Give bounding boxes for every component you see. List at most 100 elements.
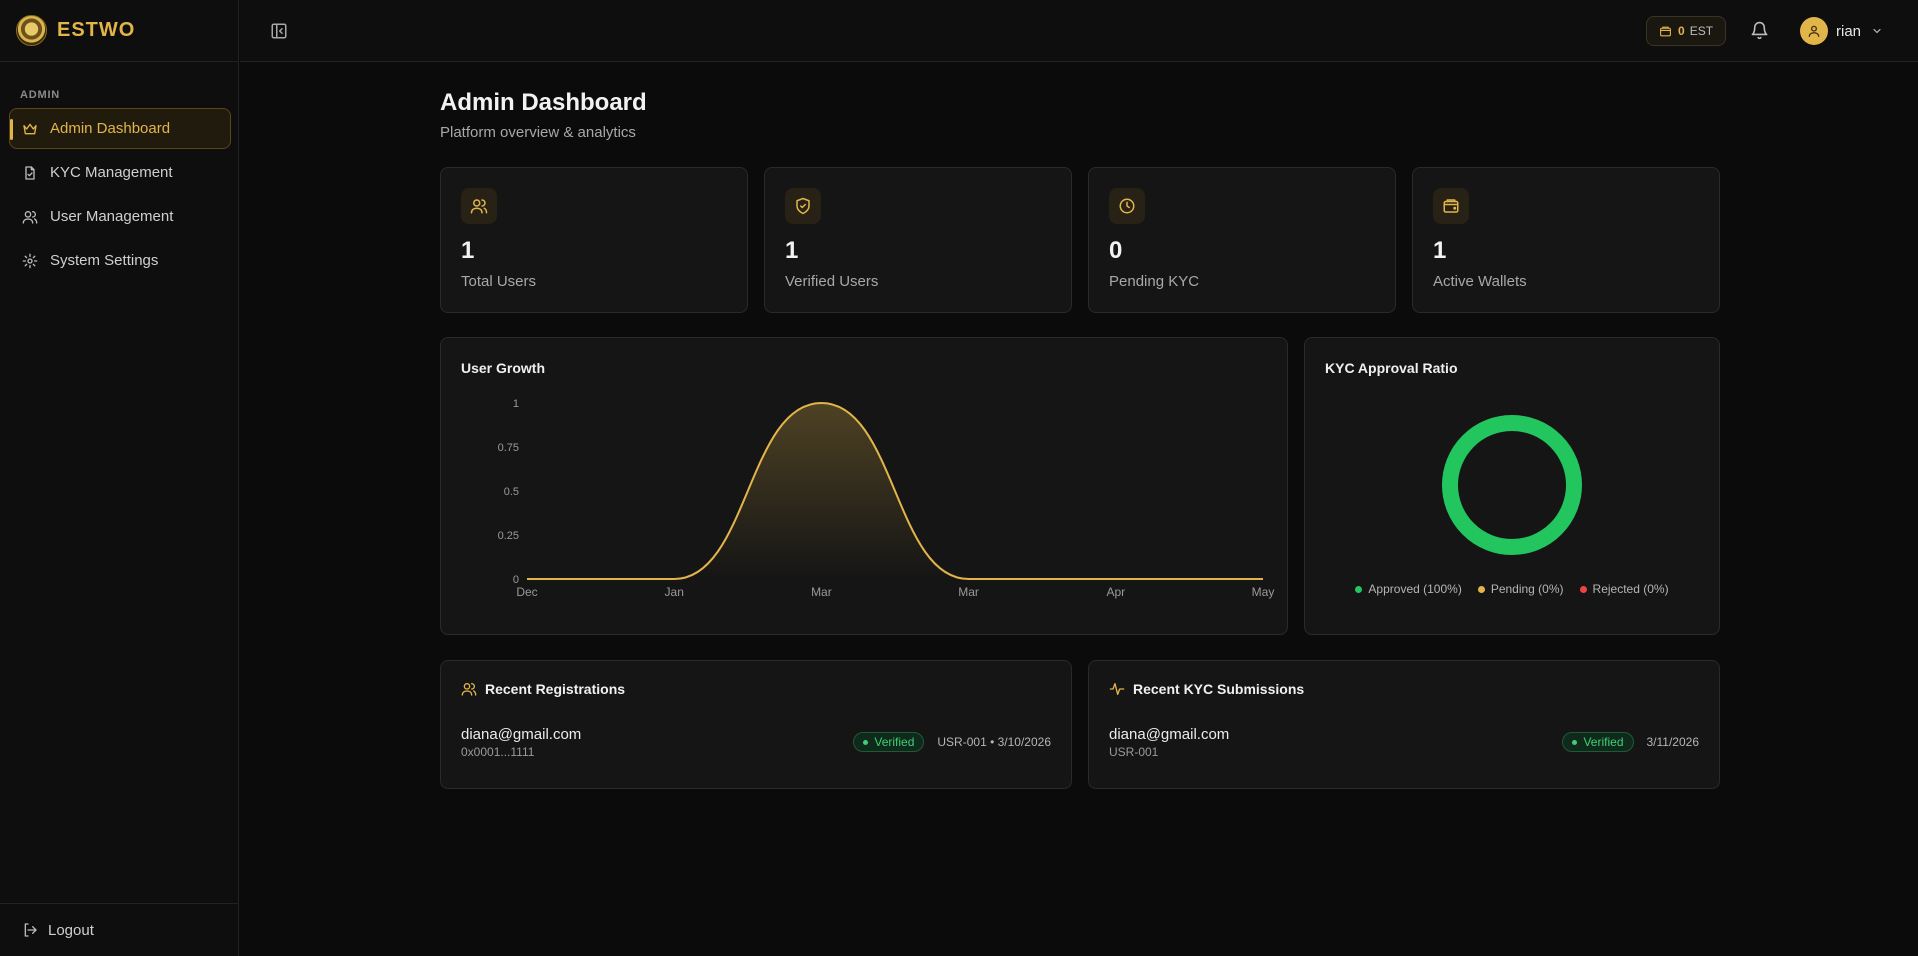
brand-logo-icon [16, 15, 47, 46]
wallet-icon [1660, 26, 1671, 36]
sidebar-item-label: KYC Management [50, 164, 173, 181]
stat-value: 0 [1109, 237, 1123, 264]
x-tick-label: May [1252, 585, 1275, 599]
logout-label: Logout [48, 921, 94, 939]
stat-label: Active Wallets [1433, 273, 1527, 290]
legend-item-approved[interactable]: Approved (100%) [1355, 582, 1462, 596]
wallet-icon [1443, 199, 1459, 213]
y-tick-label: 1 [513, 398, 519, 410]
sidebar-toggle-icon[interactable] [270, 22, 288, 40]
kyc-ratio-donut-chart [1442, 415, 1582, 555]
shield-check-icon [796, 197, 810, 215]
sidebar-item-system-settings[interactable]: System Settings [9, 240, 231, 281]
recent-registrations-title: Recent Registrations [485, 681, 626, 697]
notification-bell-icon[interactable] [1750, 21, 1769, 40]
page-subtitle: Platform overview & analytics [440, 124, 636, 141]
document-icon [25, 165, 35, 180]
wallet-balance-badge[interactable]: 0 EST [1646, 16, 1727, 46]
user-growth-chart: 0 0.25 0.5 0.75 1 Dec Jan Mar Mar Apr May [498, 398, 1275, 599]
y-tick-label: 0.25 [498, 530, 519, 542]
users-icon [461, 683, 477, 696]
users-icon [22, 210, 38, 224]
sidebar-item-admin-dashboard[interactable]: Admin Dashboard [9, 108, 231, 149]
stat-icon-box [1109, 188, 1145, 224]
recent-kyc-title: Recent KYC Submissions [1133, 681, 1305, 697]
user-name: rian [1836, 22, 1862, 40]
legend-dot-rejected [1579, 585, 1587, 593]
user-growth-title: User Growth [461, 360, 546, 376]
balance-unit: EST [1689, 24, 1714, 38]
status-badge: Verified [853, 732, 925, 752]
stat-icon-box [461, 188, 497, 224]
stat-card-pending-kyc: 0 Pending KYC [1088, 167, 1396, 313]
x-tick-label: Mar [958, 585, 979, 599]
sidebar-nav: Admin Dashboard KYC Management User Mana… [9, 108, 231, 284]
user-icon [1808, 25, 1820, 37]
kyc-ratio-legend: Approved (100%) Pending (0%) Rejected (0… [1305, 582, 1719, 596]
stat-value: 1 [785, 237, 799, 264]
stat-card-verified-users: 1 Verified Users [764, 167, 1072, 313]
stat-label: Total Users [461, 273, 537, 290]
legend-label: Pending (0%) [1490, 582, 1564, 596]
growth-series-line [527, 401, 1263, 580]
logout-icon [24, 923, 37, 937]
brand-name: ESTWO [57, 19, 136, 41]
activity-icon [1109, 683, 1125, 695]
sidebar-item-kyc-management[interactable]: KYC Management [9, 152, 231, 193]
chevron-down-icon [1873, 28, 1881, 34]
kyc-email: diana@gmail.com [1109, 726, 1230, 743]
x-tick-label: Mar [811, 585, 832, 599]
legend-dot-approved [1355, 585, 1363, 593]
y-tick-label: 0.5 [504, 486, 519, 498]
legend-item-pending[interactable]: Pending (0%) [1477, 582, 1564, 596]
registration-email: diana@gmail.com [461, 726, 582, 743]
y-tick-label: 0.75 [498, 442, 519, 454]
legend-label: Rejected (0%) [1592, 582, 1669, 596]
kyc-ratio-card: KYC Approval Ratio Approved (100%) Pendi… [1304, 337, 1720, 635]
registration-meta-group: Verified USR-001 • 3/10/2026 [853, 732, 1051, 752]
recent-registrations-header: Recent Registrations [461, 681, 625, 697]
stat-label: Pending KYC [1109, 273, 1200, 290]
user-menu[interactable]: rian [1800, 17, 1883, 45]
kyc-date: 3/11/2026 [1646, 735, 1700, 749]
stat-value: 1 [461, 237, 475, 264]
gear-icon [22, 253, 38, 268]
balance-amount: 0 [1678, 24, 1685, 38]
legend-dot-pending [1477, 585, 1485, 593]
stat-value: 1 [1433, 237, 1447, 264]
legend-item-rejected[interactable]: Rejected (0%) [1579, 582, 1669, 596]
avatar [1800, 17, 1828, 45]
registration-meta: USR-001 • 3/10/2026 [937, 735, 1051, 749]
page-title: Admin Dashboard [440, 89, 647, 116]
status-badge-label: Verified [874, 735, 915, 749]
recent-kyc-card: Recent KYC Submissions diana@gmail.com U… [1088, 660, 1720, 789]
kyc-ratio-title: KYC Approval Ratio [1325, 360, 1458, 376]
recent-kyc-header: Recent KYC Submissions [1109, 681, 1304, 697]
sidebar-item-label: Admin Dashboard [50, 120, 171, 137]
brand[interactable]: ESTWO [0, 0, 238, 62]
registration-wallet: 0x0001...1111 [461, 745, 535, 759]
x-tick-label: Apr [1106, 585, 1125, 599]
legend-label: Approved (100%) [1368, 582, 1462, 596]
status-dot [863, 739, 869, 745]
kyc-meta-group: Verified 3/11/2026 [1562, 732, 1699, 752]
status-dot [1572, 739, 1578, 745]
top-header: 0 EST rian [240, 0, 1918, 62]
users-icon [470, 199, 488, 214]
sidebar-item-user-management[interactable]: User Management [9, 196, 231, 237]
sidebar-section-label: ADMIN [20, 89, 61, 101]
sidebar: ESTWO ADMIN Admin Dashboard KYC Manageme… [0, 0, 239, 956]
status-badge-label: Verified [1583, 735, 1624, 749]
clock-icon [1119, 198, 1135, 214]
stat-icon-box [1433, 188, 1469, 224]
user-growth-card: User Growth 0 0.25 0.5 0.75 1 Dec Jan Mar Mar Apr… [440, 337, 1288, 635]
stat-card-total-users: 1 Total Users [440, 167, 748, 313]
sidebar-item-label: User Management [50, 208, 174, 225]
crown-icon [23, 123, 37, 134]
x-tick-label: Jan [665, 585, 684, 599]
logout-button[interactable]: Logout [0, 903, 239, 956]
status-badge: Verified [1562, 732, 1634, 752]
y-tick-label: 0 [513, 574, 519, 586]
stat-card-active-wallets: 1 Active Wallets [1412, 167, 1720, 313]
